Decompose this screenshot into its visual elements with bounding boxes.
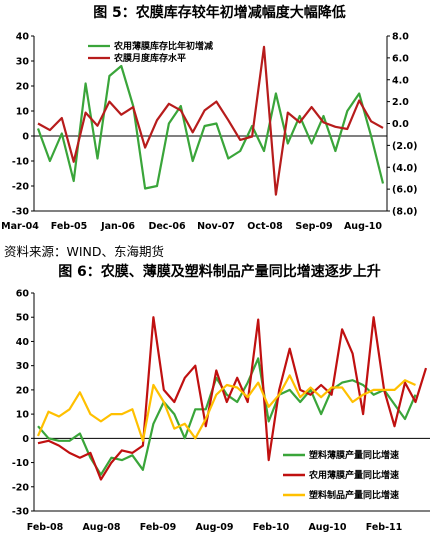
chart1-x-tick-label: Aug-10 xyxy=(344,221,382,232)
chart1-x-tick-label: Oct-08 xyxy=(247,221,283,232)
chart1-left-tick-label: 40 xyxy=(16,32,30,43)
chart1-left-tick-label: 30 xyxy=(16,57,30,68)
chart2-legend-label: 塑料薄膜产量同比增速 xyxy=(309,449,399,461)
chart2-x-tick-label: Feb-09 xyxy=(140,522,177,533)
chart1-left-tick-label: -20 xyxy=(12,182,30,193)
chart1-x-tick-label: Mar-04 xyxy=(1,221,39,232)
chart2-series-line xyxy=(36,374,416,442)
chart2-y-tick-label: 30 xyxy=(16,361,30,372)
chart1-x-tick-label: Dec-06 xyxy=(148,221,186,232)
chart1-series-line xyxy=(36,64,385,190)
chart2-y-tick-label: 20 xyxy=(16,385,30,396)
chart1-right-tick-label: 2.0 xyxy=(392,97,409,108)
chart2-y-tick-label: 40 xyxy=(16,337,30,348)
chart1-left-tick-label: -30 xyxy=(12,207,30,218)
chart2-legend-label: 塑料制品产量同比增速 xyxy=(309,489,399,501)
chart1-left-tick-label: -10 xyxy=(12,157,30,168)
chart2-x-tick-label: Aug-10 xyxy=(308,522,346,533)
chart2-y-tick-label: -20 xyxy=(12,482,30,493)
chart2-legend-label: 农用薄膜产量同比增速 xyxy=(308,469,399,481)
chart2-x-tick-label: Feb-08 xyxy=(27,522,64,533)
chart1-left-tick-label: 0 xyxy=(22,132,29,143)
chart1-right-tick-label: (8.0) xyxy=(392,207,418,218)
chart1-right-tick-label: 0.0 xyxy=(392,119,409,130)
chart1-right-tick-label: (4.0) xyxy=(392,163,418,174)
chart1-right-tick-label: 8.0 xyxy=(392,32,409,43)
chart2-y-tick-label: -10 xyxy=(12,458,30,469)
chart2-series-line xyxy=(37,357,417,476)
chart1-x-tick-label: Sep-09 xyxy=(295,221,332,232)
chart1-series-line xyxy=(37,45,384,196)
chart2-y-tick-label: 50 xyxy=(16,313,30,324)
source-note: 资料来源：WIND、东海期货 xyxy=(4,244,165,259)
chart1-right-tick-label: (2.0) xyxy=(392,141,418,152)
chart1-x-tick-label: Feb-05 xyxy=(51,221,88,232)
chart2-x-tick-label: Feb-11 xyxy=(366,522,403,533)
chart1-x-tick-label: Jan-06 xyxy=(100,221,135,232)
chart2-y-tick-label: -30 xyxy=(12,507,30,518)
chart2-y-tick-label: 60 xyxy=(16,289,30,300)
chart2-x-tick-label: Feb-10 xyxy=(253,522,290,533)
chart1-legend-label: 农膜月度库存水平 xyxy=(113,52,186,64)
chart1-title: 图 5：农膜库存较年初增减幅度大幅降低 xyxy=(93,5,346,21)
chart2-y-tick-label: 10 xyxy=(16,410,30,421)
chart1-left-tick-label: 20 xyxy=(16,82,30,93)
chart1-right-tick-label: 6.0 xyxy=(392,53,409,64)
chart2-x-tick-label: Aug-09 xyxy=(195,522,233,533)
chart1-left-tick-label: 10 xyxy=(16,107,30,118)
chart2-x-tick-label: Aug-08 xyxy=(82,522,120,533)
chart2-series-line xyxy=(37,316,428,481)
chart1-right-tick-label: (6.0) xyxy=(392,185,418,196)
chart1-legend-label: 农用薄膜库存比年初增减 xyxy=(113,40,213,52)
chart2-y-tick-label: 0 xyxy=(22,434,29,445)
chart2-title: 图 6：农膜、薄膜及塑料制品产量同比增速逐步上升 xyxy=(58,264,381,280)
chart1-x-tick-label: Nov-07 xyxy=(197,221,235,232)
chart1-right-tick-label: 4.0 xyxy=(392,75,409,86)
